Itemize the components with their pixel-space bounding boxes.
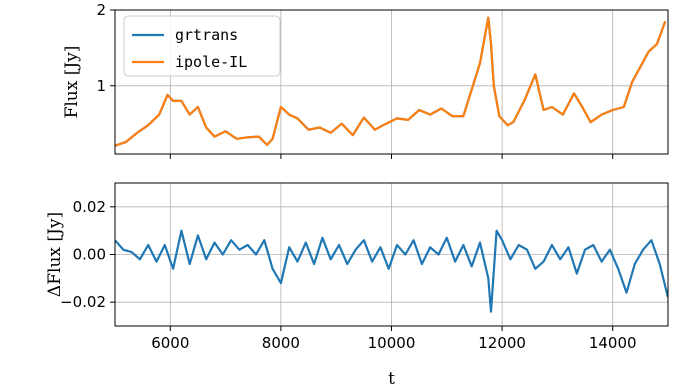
y-tick-label: 0.00 [73, 246, 106, 264]
y-axis-label: ΔFlux [Jy] [45, 212, 65, 297]
legend: grtrans ipole-IL [123, 15, 281, 77]
y-tick-label: 1 [96, 77, 106, 95]
x-tick-label: 12000 [478, 334, 526, 352]
x-tick-label: 8000 [262, 334, 300, 352]
y-axis-label: Flux [Jy] [62, 46, 82, 119]
x-axis-label: t [388, 369, 395, 389]
panel-bottom: 6000 8000 10000 12000 14000 0.02 0.00 −0.02ΔFlu… [45, 182, 669, 389]
series-line-ipole-IL [115, 16, 667, 147]
legend-label: grtrans [175, 26, 238, 44]
x-tick-label: 14000 [589, 334, 637, 352]
y-tick-label: 2 [96, 1, 106, 19]
x-tick-label: 10000 [368, 334, 416, 352]
panel-top: 1 2 Flux [Jy] grtrans ipole-IL [62, 1, 669, 159]
x-tick-label: 6000 [151, 334, 189, 352]
legend-label: ipole-IL [175, 53, 247, 71]
series-line-series-0 [115, 229, 668, 313]
y-tick-label: 0.02 [73, 198, 106, 216]
y-tick-label: −0.02 [60, 293, 106, 311]
